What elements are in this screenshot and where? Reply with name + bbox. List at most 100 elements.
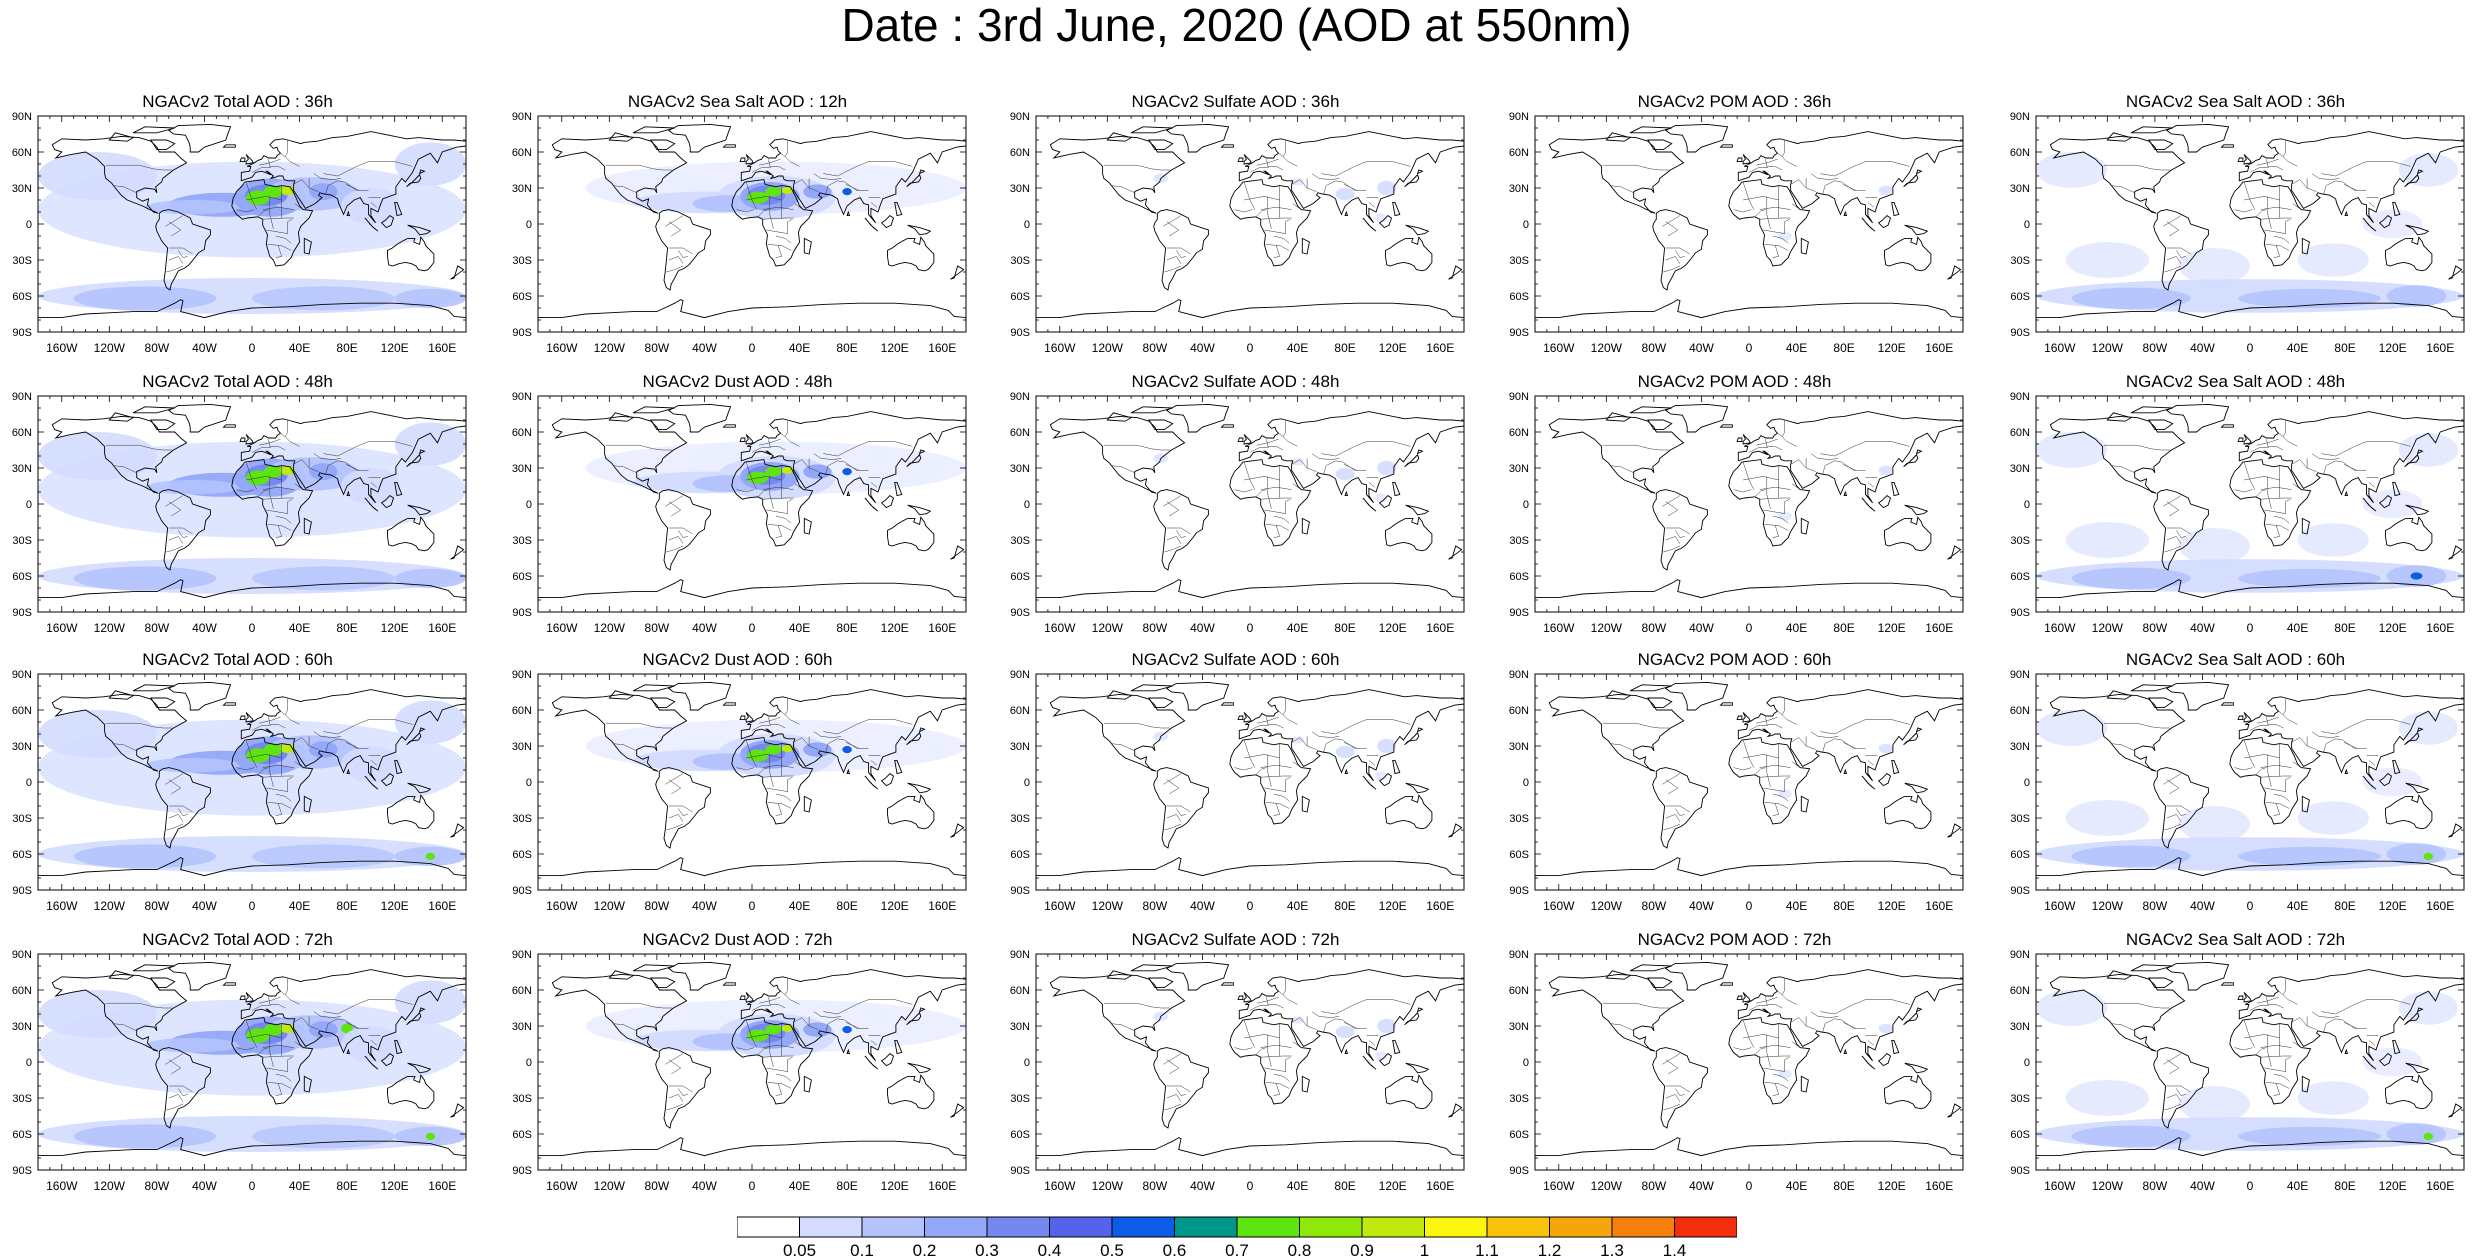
lon-label: 160E xyxy=(1925,1179,1953,1193)
country-border xyxy=(245,739,258,768)
coastline xyxy=(2229,1017,2312,1105)
lon-label: 160E xyxy=(1426,899,1454,913)
aod-blob xyxy=(842,188,852,196)
country-border xyxy=(2166,805,2191,813)
coastline xyxy=(2229,179,2312,267)
aod-blob xyxy=(394,142,466,186)
coastlines xyxy=(1535,123,1963,332)
colorbar-label: 0.05 xyxy=(783,1241,816,1260)
map-panel: NGACv2 Sea Salt AOD : 48h 90N 60N 30N 0 30S 60… xyxy=(1998,372,2473,642)
coastline xyxy=(51,135,188,214)
aod-blob xyxy=(2065,242,2149,278)
coastline xyxy=(132,406,175,414)
lat-label: 60N xyxy=(12,985,32,997)
country-border xyxy=(1311,453,1340,460)
country-border xyxy=(165,773,184,785)
aod-blob xyxy=(2036,432,2108,468)
country-border xyxy=(2244,754,2280,759)
coastline xyxy=(2416,449,2424,455)
aod-blob xyxy=(1335,468,1355,480)
coastline xyxy=(1664,123,1729,153)
aod-blob xyxy=(263,185,283,198)
country-border xyxy=(259,996,281,1004)
coastline xyxy=(1861,497,1876,512)
aod-field xyxy=(585,441,966,500)
country-border xyxy=(1166,501,1180,517)
country-border xyxy=(736,489,755,493)
lat-label: 90S xyxy=(1010,327,1030,339)
country-border xyxy=(168,1085,193,1093)
aod-blob xyxy=(842,468,852,476)
coastline xyxy=(632,964,675,972)
lat-label: 30N xyxy=(1509,1021,1529,1033)
country-border xyxy=(2343,742,2358,749)
aod-field xyxy=(2036,990,2464,1151)
country-border xyxy=(2243,461,2256,490)
country-border xyxy=(1283,420,1286,437)
map-panel: NGACv2 Sulfate AOD : 72h 90N 60N 30N 0 30S 60S… xyxy=(998,930,1473,1200)
coastline xyxy=(2130,964,2173,972)
country-border xyxy=(178,250,188,258)
colorbar-swatch xyxy=(1361,1216,1425,1238)
lon-label: 160E xyxy=(1925,341,1953,355)
coastline xyxy=(538,579,966,612)
country-border xyxy=(1285,218,1291,234)
country-border xyxy=(668,1085,693,1093)
lon-label: 80W xyxy=(1642,899,1667,913)
coastline xyxy=(1220,982,1234,986)
aod-blob xyxy=(145,758,241,773)
coastline xyxy=(1877,1053,1892,1067)
aod-blob xyxy=(2178,248,2250,284)
lat-label: 30N xyxy=(512,1021,532,1033)
lon-label: 40W xyxy=(692,1179,717,1193)
coastline xyxy=(1130,684,1173,692)
country-border xyxy=(259,716,281,724)
country-border xyxy=(2311,1011,2340,1018)
coastline xyxy=(632,406,675,414)
coastline xyxy=(38,857,466,890)
coastline xyxy=(1237,715,1244,721)
country-border xyxy=(1766,1034,1771,1067)
lon-label: 80E xyxy=(2334,1179,2355,1193)
country-border xyxy=(1790,459,1816,472)
aod-blob xyxy=(2423,852,2434,860)
country-border xyxy=(767,802,792,809)
coastline xyxy=(387,1074,435,1110)
lon-label: 160E xyxy=(1426,621,1454,635)
coastline xyxy=(918,449,926,455)
lon-label: 80E xyxy=(1334,341,1355,355)
country-border xyxy=(2166,247,2191,255)
coastline xyxy=(2405,224,2430,236)
coastline xyxy=(2220,144,2234,148)
panel-title: NGACv2 POM AOD : 60h xyxy=(1637,650,1832,669)
panel-title: NGACv2 Dust AOD : 72h xyxy=(642,930,833,949)
coastline xyxy=(880,495,895,509)
coastline xyxy=(740,411,966,504)
coastline xyxy=(1036,579,1464,612)
lat-label: 60N xyxy=(2010,705,2030,717)
coastline xyxy=(632,684,675,692)
lon-label: 40E xyxy=(1786,341,1807,355)
country-border xyxy=(275,1083,283,1096)
lon-label: 0 xyxy=(749,1179,756,1193)
country-border xyxy=(787,498,793,514)
coastline xyxy=(2238,689,2464,782)
country-border xyxy=(1665,527,1690,535)
lat-label: 30N xyxy=(12,1021,32,1033)
lon-label: 0 xyxy=(1247,899,1254,913)
map-panel: NGACv2 Dust AOD : 48h 90N 60N 30N 0 30S 60S 90S… xyxy=(500,372,975,642)
coastlines xyxy=(1036,681,1464,890)
aod-blob xyxy=(747,1029,769,1042)
country-border xyxy=(780,433,800,447)
country-border xyxy=(780,153,800,167)
colorbar-label: 1.3 xyxy=(1600,1241,1624,1260)
lat-label: 60S xyxy=(1509,571,1529,583)
lon-label: 120W xyxy=(1591,341,1623,355)
country-border xyxy=(1772,245,1780,258)
country-border xyxy=(1343,464,1358,471)
aod-blob xyxy=(2071,1125,2191,1148)
coastline xyxy=(1548,135,1685,214)
aod-blob xyxy=(394,568,466,588)
